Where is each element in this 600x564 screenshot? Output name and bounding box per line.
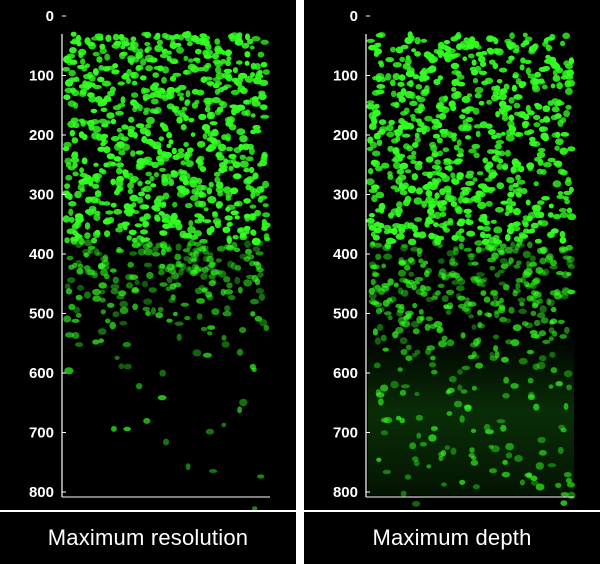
depth-tick-label: 200 [333, 127, 358, 144]
depth-tick-label: 800 [29, 484, 54, 501]
depth-tick-label: 300 [29, 187, 54, 204]
depth-tick-label: 700 [29, 425, 54, 442]
depth-tick-label: 600 [29, 365, 54, 382]
depth-tick-label: 100 [333, 68, 358, 85]
caption-maximum-resolution: Maximum resolution [0, 510, 296, 564]
depth-tick-label: 0 [350, 8, 358, 25]
microscopy-image-depth: 0 100 200 300 400 500 600 700 800 [333, 8, 577, 507]
depth-tick-label: 100 [29, 68, 54, 85]
depth-tick-label: 500 [333, 306, 358, 323]
diffuse-signal-haze [368, 330, 574, 495]
depth-tick-label: 400 [333, 246, 358, 263]
panel-maximum-depth: 0 100 200 300 400 500 600 700 800 Maximum depth [304, 0, 600, 564]
depth-tick-label: 200 [29, 127, 54, 144]
depth-tick-label: 700 [333, 425, 358, 442]
depth-tick-label: 400 [29, 246, 54, 263]
microscopy-image-resolution: 0 100 200 300 400 500 600 700 800 [29, 8, 271, 511]
depth-tick-label: 800 [333, 484, 358, 501]
panel-maximum-resolution: 0 100 200 300 400 500 600 700 800 Maximum resolu… [0, 0, 296, 564]
cell-cluster [365, 31, 577, 507]
cell-cluster [62, 30, 271, 511]
caption-maximum-depth: Maximum depth [304, 510, 600, 564]
depth-tick-label: 300 [333, 187, 358, 204]
depth-tick-label: 600 [333, 365, 358, 382]
depth-tick-label: 500 [29, 306, 54, 323]
depth-tick-label: 0 [46, 8, 54, 25]
